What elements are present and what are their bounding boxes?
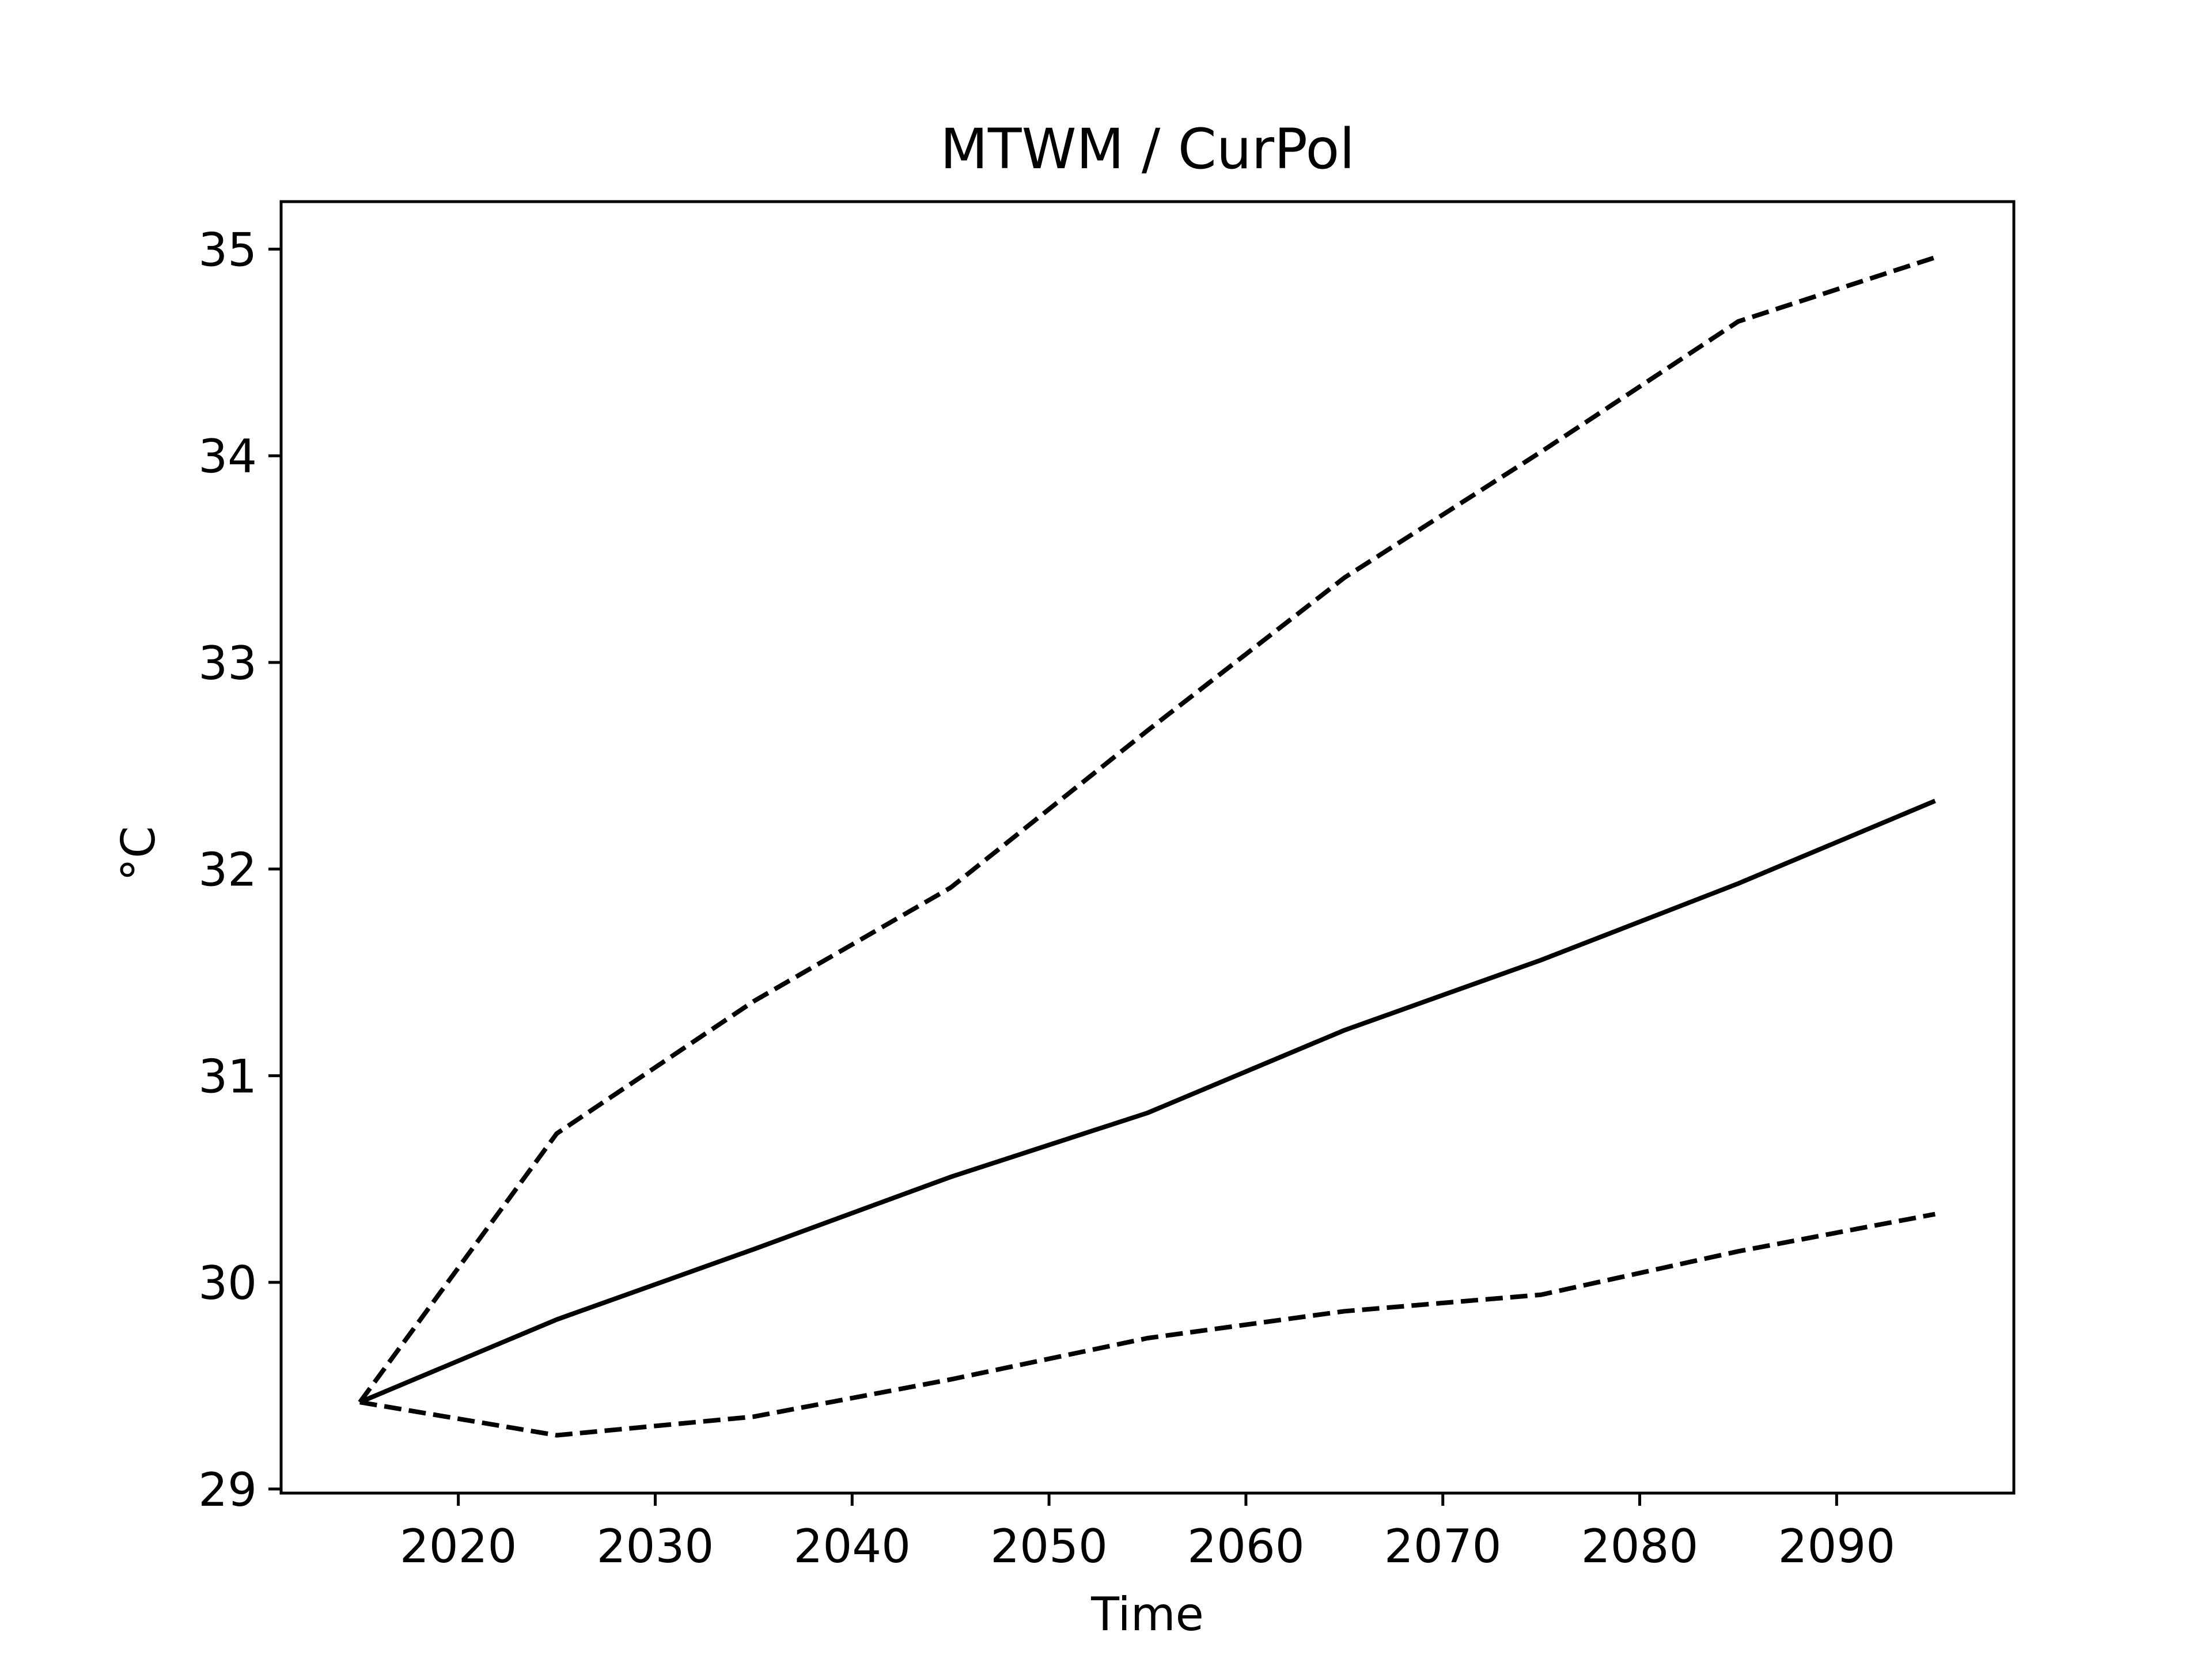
lower-bound-line (359, 1211, 1936, 1438)
x-tick-label: 2040 (793, 1520, 911, 1573)
plot-frame (279, 200, 2016, 1495)
median-line (359, 798, 1936, 1404)
y-tick-label: 29 (198, 1463, 257, 1517)
y-tick-label: 34 (198, 430, 257, 483)
chart-title: MTWM / CurPol (940, 117, 1355, 181)
y-tick-label: 32 (198, 843, 257, 897)
x-tick-label: 2090 (1778, 1520, 1896, 1573)
upper-bound-line (358, 255, 1936, 1404)
x-axis-label: Time (1090, 1588, 1204, 1641)
series-layer (358, 255, 1936, 1438)
y-axis-label: °C (112, 826, 165, 881)
y-tick-label: 30 (198, 1256, 257, 1310)
y-axis: 29 30 31 32 33 34 35 (198, 224, 281, 1517)
x-tick-label: 2030 (597, 1520, 714, 1573)
x-tick-label: 2080 (1581, 1520, 1699, 1573)
x-tick-label: 2020 (400, 1520, 517, 1573)
y-tick-label: 35 (198, 224, 257, 277)
y-tick-label: 33 (198, 637, 257, 690)
x-axis: 2020 2030 2040 2050 2060 2070 2080 2090 (400, 1493, 1895, 1573)
x-tick-label: 2060 (1187, 1520, 1305, 1573)
x-tick-label: 2070 (1384, 1520, 1502, 1573)
y-tick-label: 31 (198, 1050, 257, 1103)
x-tick-label: 2050 (990, 1520, 1108, 1573)
